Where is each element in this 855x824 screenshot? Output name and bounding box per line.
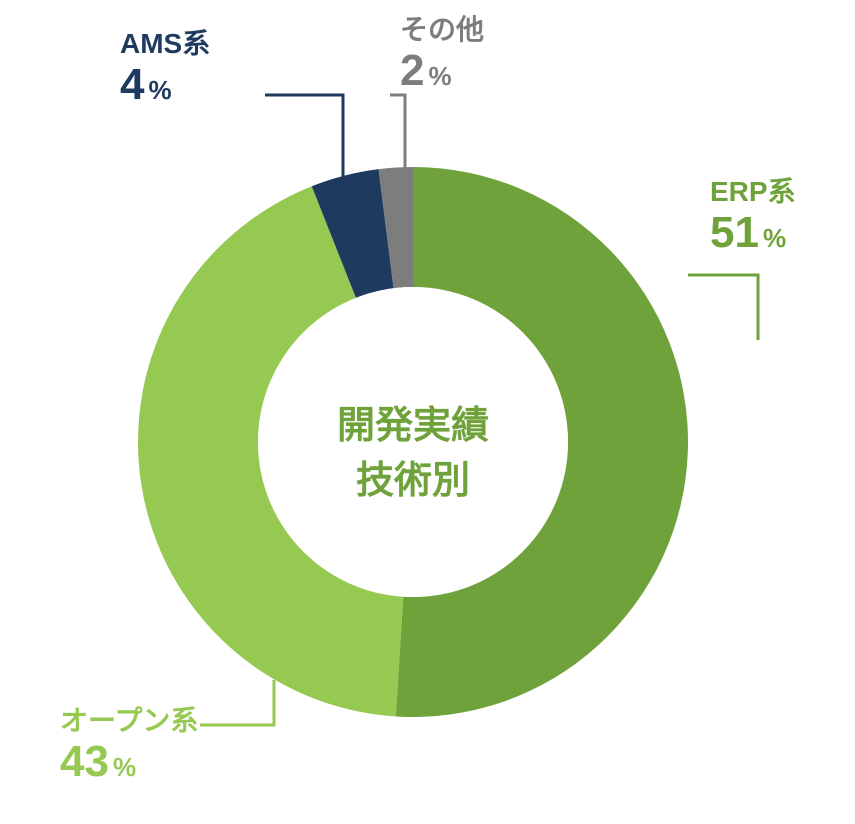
- slice-name-erp: ERP系: [710, 176, 796, 208]
- slice-value-other: 2: [400, 46, 424, 95]
- percent-sign: %: [113, 752, 136, 782]
- slice-label-other: その他 2%: [400, 14, 484, 97]
- donut-chart: 開発実績 技術別 ERP系 51% オープン系 43% AMS系 4% その他 …: [0, 0, 855, 819]
- percent-sign: %: [148, 75, 171, 105]
- chart-center-title: 開発実績 技術別: [293, 394, 533, 504]
- slice-label-erp: ERP系 51%: [710, 176, 796, 259]
- center-title-line2: 技術別: [356, 460, 470, 502]
- slice-name-other: その他: [400, 14, 484, 46]
- slice-value-ams: 4: [120, 60, 144, 109]
- slice-value-erp: 51: [710, 208, 759, 257]
- slice-label-open: オープン系 43%: [60, 705, 198, 788]
- slice-name-ams: AMS系: [120, 28, 210, 60]
- slice-name-open: オープン系: [60, 705, 198, 737]
- percent-sign: %: [428, 61, 451, 91]
- center-title-line1: 開発実績: [337, 405, 489, 447]
- percent-sign: %: [763, 223, 786, 253]
- slice-value-open: 43: [60, 737, 109, 786]
- slice-label-ams: AMS系 4%: [120, 28, 210, 111]
